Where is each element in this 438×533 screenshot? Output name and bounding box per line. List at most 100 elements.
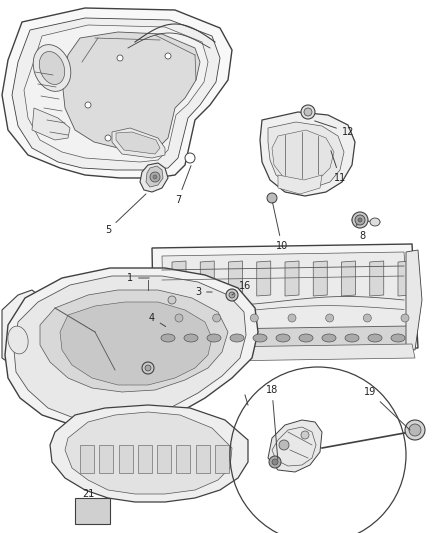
Ellipse shape: [117, 55, 123, 61]
Ellipse shape: [409, 424, 421, 436]
Polygon shape: [268, 420, 322, 472]
Polygon shape: [65, 412, 232, 494]
Ellipse shape: [364, 314, 371, 322]
Polygon shape: [268, 122, 344, 188]
Text: 16: 16: [232, 281, 251, 295]
Polygon shape: [14, 276, 246, 420]
Ellipse shape: [184, 334, 198, 342]
Ellipse shape: [153, 175, 157, 179]
Bar: [157, 445, 171, 473]
Bar: [196, 445, 210, 473]
Ellipse shape: [168, 296, 176, 304]
Polygon shape: [40, 290, 228, 392]
Ellipse shape: [213, 314, 221, 322]
Text: 4: 4: [149, 313, 166, 327]
Polygon shape: [398, 261, 412, 296]
Polygon shape: [229, 261, 243, 296]
Ellipse shape: [301, 431, 309, 439]
Bar: [119, 445, 133, 473]
Ellipse shape: [401, 314, 409, 322]
Polygon shape: [260, 112, 355, 196]
Ellipse shape: [276, 334, 290, 342]
Text: 12: 12: [314, 121, 354, 137]
Polygon shape: [24, 25, 208, 162]
Polygon shape: [313, 261, 327, 296]
Polygon shape: [155, 344, 415, 362]
Ellipse shape: [207, 334, 221, 342]
Ellipse shape: [301, 105, 315, 119]
Polygon shape: [155, 326, 412, 352]
Ellipse shape: [145, 365, 151, 371]
Ellipse shape: [142, 362, 154, 374]
Text: 19: 19: [364, 387, 410, 430]
Polygon shape: [272, 427, 316, 466]
Bar: [177, 445, 191, 473]
Text: 11: 11: [331, 151, 346, 183]
Ellipse shape: [253, 334, 267, 342]
Polygon shape: [2, 290, 42, 365]
Polygon shape: [172, 261, 186, 296]
Ellipse shape: [229, 292, 235, 298]
Text: 3: 3: [195, 287, 212, 297]
Bar: [215, 445, 229, 473]
Ellipse shape: [358, 218, 362, 222]
Ellipse shape: [150, 172, 160, 182]
Text: 10: 10: [272, 203, 288, 251]
Polygon shape: [162, 252, 410, 348]
Text: 21: 21: [82, 489, 94, 499]
Ellipse shape: [165, 53, 171, 59]
Polygon shape: [285, 261, 299, 296]
Polygon shape: [406, 250, 422, 350]
Ellipse shape: [279, 440, 289, 450]
Ellipse shape: [185, 153, 195, 163]
Polygon shape: [2, 8, 232, 178]
Bar: [99, 445, 113, 473]
Ellipse shape: [269, 456, 281, 468]
Ellipse shape: [267, 193, 277, 203]
Polygon shape: [116, 132, 160, 154]
Polygon shape: [140, 163, 168, 192]
Ellipse shape: [288, 314, 296, 322]
Ellipse shape: [251, 314, 258, 322]
Polygon shape: [342, 261, 356, 296]
Ellipse shape: [326, 314, 334, 322]
Bar: [75, 498, 110, 524]
Polygon shape: [50, 405, 248, 502]
Ellipse shape: [230, 334, 244, 342]
Ellipse shape: [405, 420, 425, 440]
Polygon shape: [12, 18, 220, 170]
Ellipse shape: [226, 289, 238, 301]
Text: 5: 5: [105, 194, 146, 235]
Polygon shape: [5, 268, 258, 428]
Ellipse shape: [299, 334, 313, 342]
Ellipse shape: [345, 334, 359, 342]
Ellipse shape: [85, 102, 91, 108]
Polygon shape: [370, 261, 384, 296]
Ellipse shape: [33, 45, 71, 91]
Ellipse shape: [8, 326, 28, 354]
Polygon shape: [32, 108, 70, 140]
Polygon shape: [112, 128, 165, 158]
Ellipse shape: [370, 218, 380, 226]
Bar: [138, 445, 152, 473]
Ellipse shape: [175, 314, 183, 322]
Text: 7: 7: [175, 166, 191, 205]
Ellipse shape: [39, 52, 65, 85]
Polygon shape: [62, 32, 200, 150]
Ellipse shape: [355, 215, 365, 225]
Text: 8: 8: [356, 224, 365, 241]
Polygon shape: [152, 244, 418, 356]
Bar: [80, 445, 94, 473]
Ellipse shape: [368, 334, 382, 342]
Polygon shape: [257, 261, 271, 296]
Polygon shape: [272, 130, 334, 182]
Polygon shape: [278, 175, 322, 194]
Polygon shape: [60, 302, 212, 385]
Polygon shape: [146, 166, 163, 187]
Polygon shape: [200, 261, 214, 296]
Ellipse shape: [391, 334, 405, 342]
Ellipse shape: [352, 212, 368, 228]
Text: 1: 1: [127, 273, 149, 283]
Ellipse shape: [304, 108, 312, 116]
Ellipse shape: [322, 334, 336, 342]
